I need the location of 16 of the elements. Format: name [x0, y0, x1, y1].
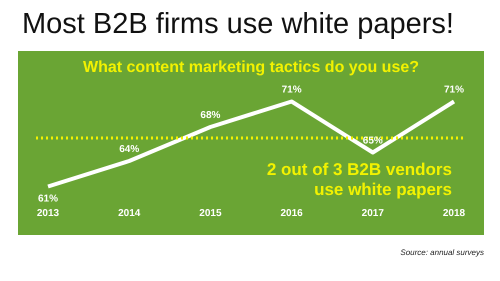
x-tick-label: 2017 [362, 208, 384, 219]
ref-line-label: 2 out of 3 B2B vendors use white papers [266, 160, 452, 200]
chart-subtitle: What content marketing tactics do you use? [82, 59, 420, 77]
x-tick-label: 2015 [199, 208, 222, 219]
data-label: 65% [362, 135, 383, 146]
x-tick-label: 2013 [36, 208, 60, 219]
data-label: 68% [200, 110, 221, 121]
data-label: 61% [38, 193, 58, 204]
chart-title: Most B2B firms use white papers! [22, 8, 454, 41]
x-tick-label: 2018 [442, 208, 466, 219]
data-label: 64% [119, 144, 140, 155]
data-label: 71% [282, 84, 302, 96]
x-tick-label: 2014 [118, 208, 141, 219]
x-tick-label: 2016 [280, 208, 304, 219]
data-label: 71% [444, 84, 464, 96]
source-note: Source: annual surveys [400, 248, 484, 257]
